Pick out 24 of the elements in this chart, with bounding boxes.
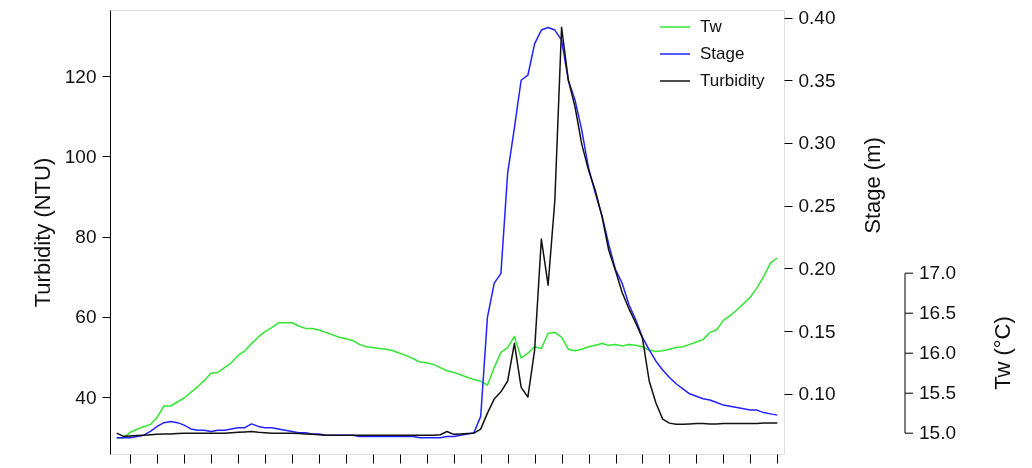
y2-tick-label: 0.40 xyxy=(798,7,836,29)
y2-tick-label: 0.10 xyxy=(798,383,836,405)
y2-axis-title: Stage (m) xyxy=(860,137,886,234)
y3-axis-title: Tw (°C) xyxy=(990,316,1015,390)
line-series xyxy=(115,257,779,439)
y-tick-label: 80 xyxy=(75,226,97,248)
y3-tick-label: 15.5 xyxy=(919,382,956,404)
y3-tick-label: 16.5 xyxy=(919,302,956,324)
y2-tick-label: 0.30 xyxy=(798,132,836,154)
legend-label: Stage xyxy=(700,44,745,63)
legend-label: Turbidity xyxy=(700,71,766,90)
y-tick-label: 40 xyxy=(75,386,97,408)
y2-tick-label: 0.25 xyxy=(798,195,836,217)
y-tick-label: 120 xyxy=(64,65,97,87)
y3-tick-label: 15.0 xyxy=(919,422,956,444)
y-tick-label: 60 xyxy=(75,306,97,328)
y-tick-label: 100 xyxy=(64,145,97,167)
y2-tick-label: 0.15 xyxy=(798,320,836,342)
y2-tick-label: 0.35 xyxy=(798,69,836,91)
y3-tick-label: 16.0 xyxy=(919,342,956,364)
y-axis-title: Turbidity (NTU) xyxy=(29,157,55,308)
y2-tick-label: 0.20 xyxy=(798,257,836,279)
y3-tick-label: 17.0 xyxy=(919,262,956,284)
legend-label: Tw xyxy=(700,17,723,36)
